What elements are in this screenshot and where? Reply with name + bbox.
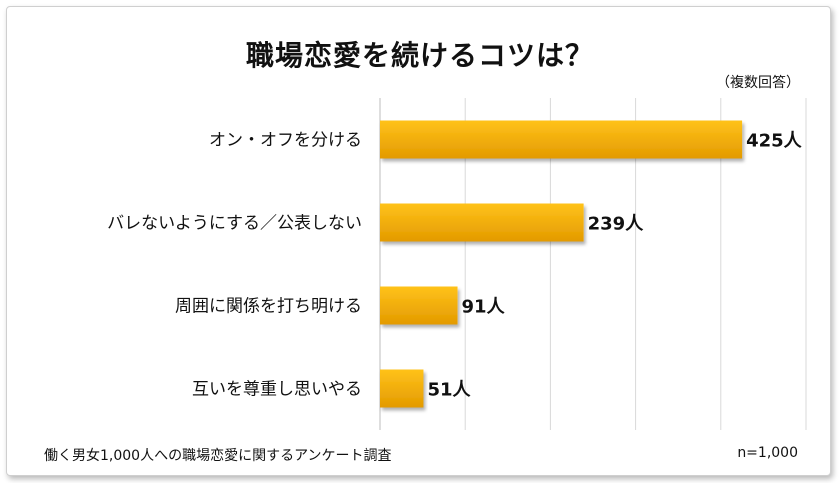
value-label: 51人 xyxy=(427,380,471,401)
chart-subtitle: （複数回答） xyxy=(716,75,800,91)
category-label: 互いを尊重し思いやる xyxy=(192,380,362,400)
bar-2 xyxy=(380,203,584,242)
bar-3 xyxy=(380,286,458,325)
category-label: 周囲に関係を打ち明ける xyxy=(175,297,362,317)
category-label: バレないようにする／公表しない xyxy=(107,214,362,234)
chart-title: 職場恋愛を続けるコツは？ xyxy=(245,39,594,72)
source-note: 働く男女1,000人への職場恋愛に関するアンケート調査 xyxy=(44,448,392,464)
value-label: 239人 xyxy=(588,214,645,235)
value-label: 425人 xyxy=(746,131,803,152)
category-label: オン・オフを分ける xyxy=(209,131,362,151)
sample-size: n=1,000 xyxy=(737,445,798,461)
bar-1 xyxy=(380,120,743,159)
bar-4 xyxy=(380,369,424,408)
value-label: 91人 xyxy=(462,297,506,318)
